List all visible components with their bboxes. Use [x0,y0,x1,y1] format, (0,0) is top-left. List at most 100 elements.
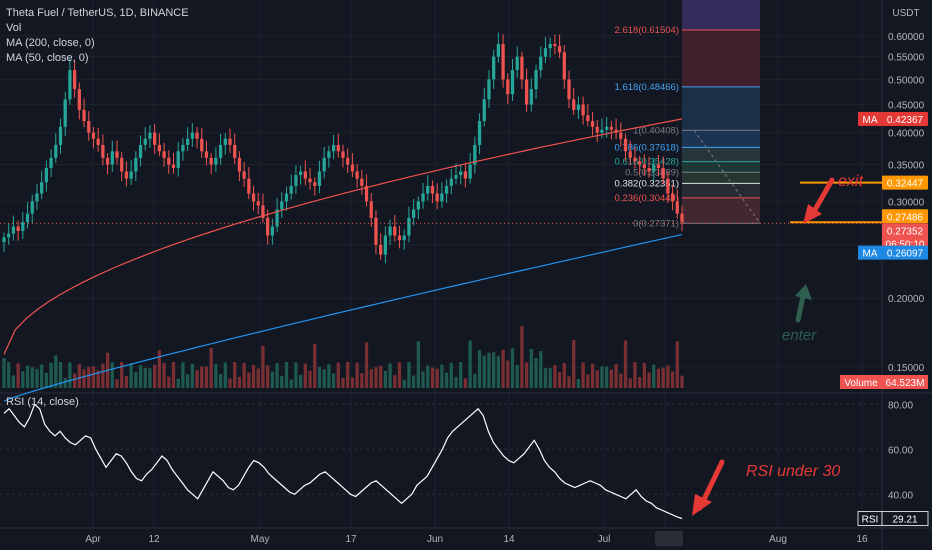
rsi-value-text: 29.21 [892,515,917,526]
volume-bar [68,362,72,388]
candle-body [2,237,6,243]
candle-body [435,193,439,202]
volume-bar [101,363,105,388]
volume-bar [247,372,251,388]
volume-bar [388,363,392,388]
volume-bar [600,366,604,388]
volume-bar [63,378,67,388]
candle-body [162,151,166,158]
volume-bar [647,372,651,388]
candle-body [30,201,34,214]
volume-bar [459,362,463,388]
candle-body [605,126,609,130]
fib-level-label: 1.618(0.48466) [615,82,679,93]
candle-body [350,164,355,172]
volume-bar [25,365,30,388]
volume-bar [148,368,152,388]
volume-bar [2,358,6,388]
volume-value-text: 64.523M [886,378,925,389]
candle-body [520,56,524,80]
candle-body [501,43,505,80]
candle-body [190,132,194,139]
volume-bar [661,367,665,388]
time-tick-label: 14 [503,534,515,545]
candle-body [543,48,548,57]
candle-body [529,89,533,105]
fib-zone [682,172,760,184]
volume-bar [364,342,369,388]
candle-body [308,178,312,183]
candle-body [416,201,420,210]
volume-bar [402,379,406,388]
ma200-line [3,234,683,402]
volume-bar [543,368,548,388]
volume-bar [619,373,623,388]
candle-body [567,79,571,100]
volume-tag-text: Volume [844,378,878,389]
volume-bar [581,362,585,388]
volume-bar [369,369,373,388]
candle-body [322,157,326,172]
candle-body [331,144,336,152]
volume-bar [7,362,11,388]
volume-bar [637,377,642,388]
candles [2,32,684,264]
volume-bar [341,377,345,388]
candle-body [256,201,260,206]
volume-bar [586,374,590,388]
volume-bar [87,366,91,388]
candle-body [313,182,317,186]
volume-bar [477,350,482,388]
volume-bar [605,366,609,388]
ma50-indicator-label[interactable]: MA (50, close, 0) [6,52,89,64]
volume-indicator-label[interactable]: Vol [6,22,22,34]
exit-arrowhead [803,204,822,224]
candle-body [463,171,468,179]
price-tick-label: 0.15000 [888,363,925,374]
volume-bar [374,367,378,388]
volume-bar [449,362,453,388]
volume-bar [628,378,632,388]
candle-body [96,138,100,145]
ma200-price-badge-tag-text: MA [863,249,878,260]
candle-body [266,217,270,236]
volume-bar [355,362,359,388]
candle-body [430,185,435,194]
candle-body [477,121,482,145]
enter-price-badge-value: 0.27486 [887,212,924,223]
fib-level-label: 2.618(0.61504) [615,25,679,36]
volume-bar [242,362,246,388]
time-tick-label: Apr [85,534,101,545]
volume-tag-box [840,375,882,389]
candle-body [228,138,232,145]
volume-bar [44,372,49,388]
candle-body [492,56,496,80]
candle-body [105,157,110,165]
volume-bar [642,362,646,388]
candle-body [153,132,157,145]
enter-arrow [795,293,806,323]
grid-lines [0,0,882,528]
ma200-indicator-label[interactable]: MA (200, close, 0) [6,37,95,49]
volume-bars [2,326,684,388]
volume-bar [91,366,96,388]
candle-body [647,167,651,172]
rsi-indicator-label[interactable]: RSI (14, close) [6,396,79,408]
volume-bar [623,340,628,388]
volume-bar [416,341,420,388]
candle-body [209,157,213,165]
time-tick-label: Jun [427,534,443,545]
enter-arrowhead [795,284,812,300]
price-tick-label: 0.60000 [888,32,925,43]
volume-bar [473,373,477,388]
volume-bar [539,351,543,388]
volume-bar [501,349,505,388]
symbol-title[interactable]: Theta Fuel / TetherUS, 1D, BINANCE [6,7,189,19]
candle-body [661,167,665,179]
candle-body [680,213,684,223]
candle-body [336,144,340,152]
candle-body [176,151,180,168]
candle-body [87,121,91,133]
candle-body [72,70,77,90]
